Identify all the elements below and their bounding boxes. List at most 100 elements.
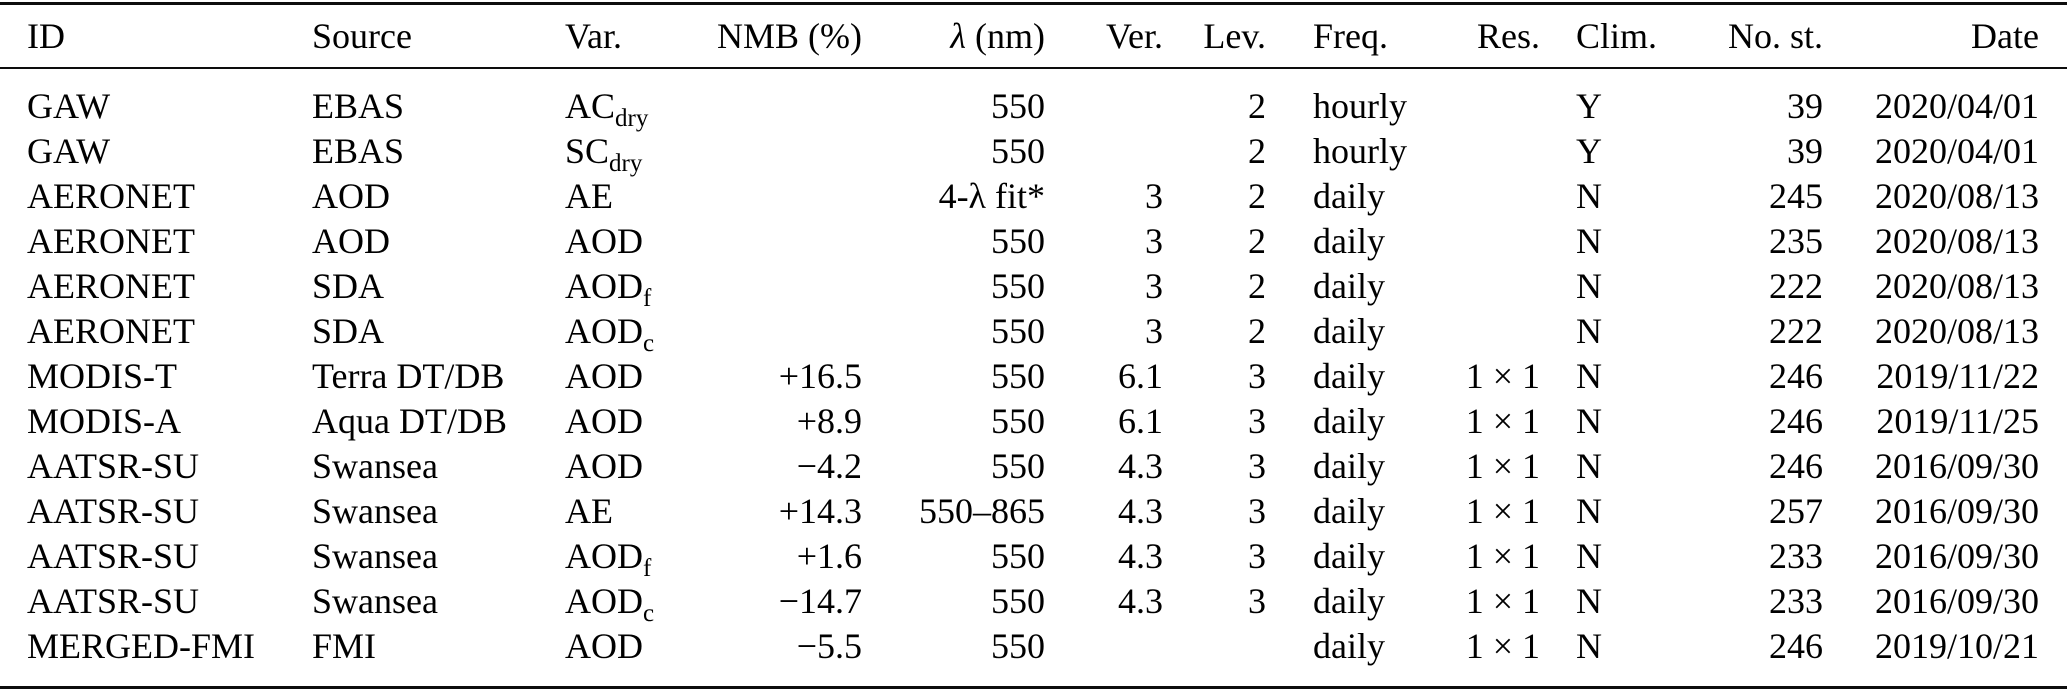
table-row: AATSR-SU Swansea AE +14.3 550–865 4.3 3 daily 1 … [0,488,2067,533]
header-row: ID Source Var. NMB (%) λ (nm) Ver. Lev. Freq. Re… [0,3,2067,69]
cell-nost: 233 [1769,580,1823,621]
cell-lambda: 550 [991,355,1045,396]
cell-ver: 4.3 [1118,535,1163,576]
cell-nmb [698,173,862,218]
cell-lev: 3 [1248,445,1266,486]
table-row: AERONET SDA AODc 550 3 2 daily N 222 2020/08/13 [0,308,2067,356]
column-header-label: Clim. [1576,16,1658,56]
column-header-label: Var. [565,16,622,56]
cell-var: AOD [538,353,698,398]
column-header-nmb: NMB (%) [698,3,862,69]
cell-nost: 222 [1769,310,1823,351]
column-header-lev: Lev. [1163,3,1266,69]
cell-ver [1045,128,1163,173]
cell-id: AATSR-SU [27,580,200,621]
cell-res: 1 × 1 [1465,535,1540,576]
cell-res: 1 × 1 [1465,490,1540,531]
cell-lev: 2 [1248,175,1266,216]
cell-nmb: −14.7 [778,580,862,621]
cell-nmb [698,308,862,353]
cell-ver [1045,623,1163,688]
cell-lambda: 550 [991,535,1045,576]
cell-var: AE [538,173,698,218]
cell-nost: 246 [1769,400,1823,441]
column-header-clim: Clim. [1540,3,1690,69]
cell-clim: N [1576,355,1602,396]
cell-res: 1 × 1 [1465,400,1540,441]
var-base: AOD [565,355,643,396]
cell-date: 2020/04/01 [1874,85,2039,126]
column-header-lambda: λ (nm) [862,3,1045,69]
cell-source: AOD [312,175,390,216]
cell-source: AOD [312,220,390,261]
cell-var: AODf [538,533,698,581]
cell-nmb: −4.2 [796,445,862,486]
table-row: MERGED-FMI FMI AOD −5.5 550 daily 1 × 1 N 246 201… [0,623,2067,688]
cell-lev [1163,623,1266,688]
cell-lambda: 550 [991,445,1045,486]
table-header: ID Source Var. NMB (%) λ (nm) Ver. Lev. Freq. Re… [0,3,2067,69]
cell-freq: hourly [1313,130,1407,171]
cell-lambda: 550 [991,220,1045,261]
cell-nost: 246 [1769,625,1823,666]
cell-lambda: 550 [991,400,1045,441]
cell-id: AERONET [27,310,195,351]
var-base: AOD [565,445,643,486]
column-header-label: Lev. [1203,16,1266,56]
column-header-label: Res. [1477,16,1540,56]
cell-res: 1 × 1 [1465,445,1540,486]
cell-nmb: +8.9 [796,400,862,441]
cell-date: 2019/10/21 [1874,625,2039,666]
cell-freq: daily [1313,355,1385,396]
cell-var: AOD [538,443,698,488]
cell-nost: 235 [1769,220,1823,261]
cell-clim: Y [1576,85,1602,126]
column-header-label: Date [1971,16,2039,56]
cell-id: AERONET [27,175,195,216]
cell-date: 2019/11/25 [1876,400,2039,441]
cell-res: 1 × 1 [1465,355,1540,396]
cell-lambda: 550 [991,310,1045,351]
cell-lambda: 550 [991,85,1045,126]
column-header-id: ID [0,3,285,69]
cell-var: AODc [538,308,698,356]
cell-res [1455,263,1540,308]
cell-freq: daily [1313,625,1385,666]
cell-res [1455,128,1540,173]
cell-var: AOD [538,623,698,688]
cell-lambda: 550 [991,580,1045,621]
cell-clim: N [1576,625,1602,666]
cell-source: EBAS [312,130,405,171]
cell-date: 2016/09/30 [1874,535,2039,576]
cell-ver: 4.3 [1118,445,1163,486]
var-subscript: c [643,599,655,627]
cell-freq: daily [1313,310,1385,351]
var-subscript: c [643,329,655,357]
cell-ver: 3 [1145,175,1163,216]
cell-nost: 246 [1769,445,1823,486]
cell-lambda: 550–865 [919,490,1045,531]
cell-lev: 3 [1248,535,1266,576]
cell-clim: N [1576,265,1602,306]
var-base: AOD [565,535,643,576]
column-header-ver: Ver. [1045,3,1163,69]
cell-date: 2020/08/13 [1874,220,2039,261]
cell-freq: hourly [1313,85,1407,126]
var-subscript: f [643,284,652,312]
cell-lev: 2 [1248,220,1266,261]
cell-nmb [698,68,862,128]
table-row: AATSR-SU Swansea AOD −4.2 550 4.3 3 daily 1 × 1 N… [0,443,2067,488]
cell-source: SDA [312,265,385,306]
cell-clim: N [1576,445,1602,486]
var-base: AOD [565,400,643,441]
cell-source: EBAS [312,85,405,126]
cell-date: 2016/09/30 [1874,445,2039,486]
cell-date: 2020/04/01 [1874,130,2039,171]
cell-ver: 6.1 [1118,400,1163,441]
table-row: AATSR-SU Swansea AODf +1.6 550 4.3 3 daily 1 × 1… [0,533,2067,581]
cell-source: SDA [312,310,385,351]
var-base: AE [565,490,613,531]
cell-nost: 39 [1787,85,1823,126]
cell-nmb: +1.6 [796,535,862,576]
